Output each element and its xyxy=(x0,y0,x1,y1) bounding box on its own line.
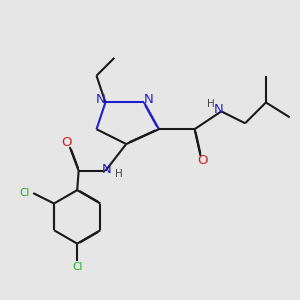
Text: N: N xyxy=(102,163,112,176)
Text: H: H xyxy=(207,99,215,109)
Text: N: N xyxy=(214,103,223,116)
Text: Cl: Cl xyxy=(72,262,83,272)
Text: O: O xyxy=(61,136,72,149)
Text: N: N xyxy=(144,93,153,106)
Text: Cl: Cl xyxy=(19,188,29,198)
Text: O: O xyxy=(197,154,207,167)
Text: H: H xyxy=(115,169,123,179)
Text: N: N xyxy=(96,93,106,106)
